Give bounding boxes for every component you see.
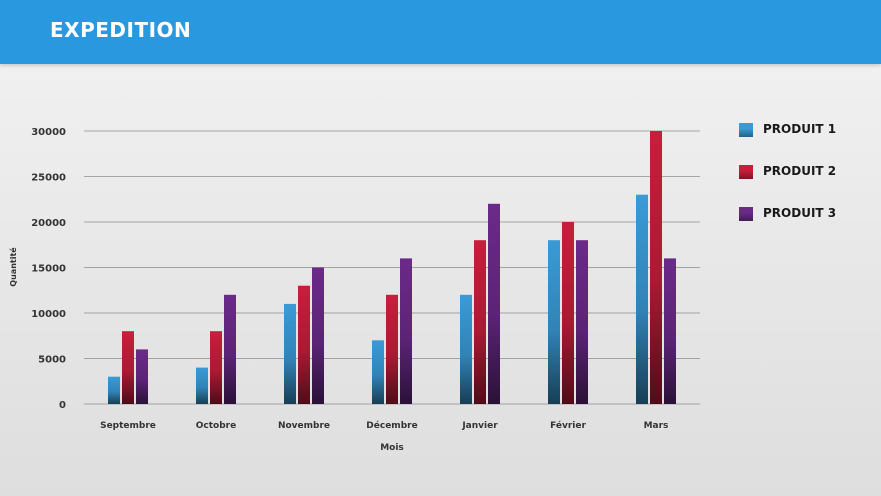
y-axis-label: Quantité <box>8 247 18 287</box>
legend-swatch <box>739 123 753 137</box>
x-axis-label: Mois <box>380 443 404 453</box>
bar-shade <box>562 222 574 404</box>
bar-shade <box>312 267 324 404</box>
x-tick-label: Mars <box>644 421 669 431</box>
page-title: EXPEDITION <box>50 18 192 42</box>
bar-shade <box>284 303 296 404</box>
x-tick-label: Décembre <box>366 420 417 431</box>
bar-shade <box>386 294 398 404</box>
x-tick-label: Septembre <box>100 421 156 431</box>
x-tick-label: Janvier <box>461 421 498 431</box>
y-tick-label: 0 <box>59 400 66 411</box>
bar-shade <box>210 331 222 404</box>
bar-shade <box>576 240 588 404</box>
header-bar: EXPEDITION <box>0 0 881 64</box>
bar-shade <box>488 203 500 404</box>
bar-shade <box>136 349 148 404</box>
legend-swatch <box>739 165 753 179</box>
legend-label: PRODUIT 3 <box>763 206 837 220</box>
legend-label: PRODUIT 1 <box>763 122 837 136</box>
bar-shade <box>372 340 384 404</box>
y-tick-label: 25000 <box>31 173 66 184</box>
bar-shade <box>400 258 412 404</box>
bar-shade <box>298 285 310 404</box>
bar-shade <box>664 258 676 404</box>
bar-shade <box>460 294 472 404</box>
legend-swatch <box>739 207 753 221</box>
bar-shade <box>224 294 236 404</box>
bar-shade <box>636 194 648 404</box>
y-tick-label: 30000 <box>31 127 66 138</box>
x-tick-label: Octobre <box>196 421 236 431</box>
bar-shade <box>474 240 486 404</box>
bar-shade <box>196 367 208 404</box>
bar-shade <box>548 240 560 404</box>
bar-shade <box>122 331 134 404</box>
y-tick-label: 20000 <box>31 218 66 229</box>
x-tick-label: Février <box>550 420 586 431</box>
bar-shade <box>108 376 120 404</box>
y-tick-label: 5000 <box>38 355 66 366</box>
bar-chart: 0 5000 10000 15000 20000 25000 30000 Quantité Se… <box>8 127 700 453</box>
legend-label: PRODUIT 2 <box>763 164 837 178</box>
y-tick-label: 10000 <box>31 309 66 320</box>
y-tick-label: 15000 <box>31 264 66 275</box>
bar-shade <box>650 131 662 404</box>
x-tick-label: Novembre <box>278 421 330 431</box>
